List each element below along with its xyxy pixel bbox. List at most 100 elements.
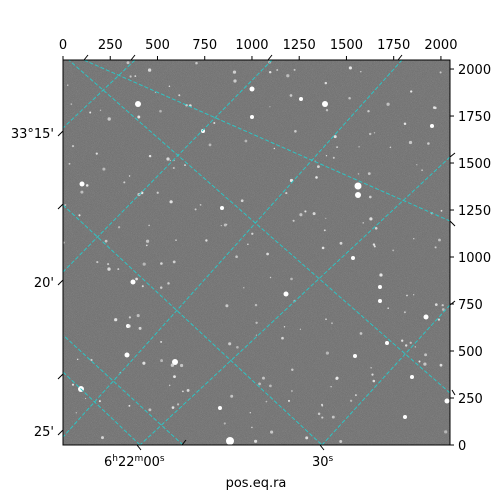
star-bright-21 [410, 375, 414, 379]
star-faint-27 [182, 390, 184, 393]
top-tick-label-1: 250 [98, 38, 123, 53]
star-faint-10 [230, 394, 234, 398]
star-bright-6 [130, 279, 136, 285]
top-tick-label-7: 1750 [377, 38, 410, 53]
star-faint-98 [226, 223, 228, 226]
star-faint-90 [290, 277, 293, 281]
star-bright-0 [135, 101, 141, 107]
star-faint-186 [84, 397, 87, 400]
star-faint-25 [283, 326, 286, 328]
star-faint-6 [169, 200, 173, 204]
star-faint-101 [418, 360, 421, 363]
star-bright-20 [299, 97, 303, 101]
star-faint-79 [101, 436, 104, 440]
star-faint-215 [421, 169, 424, 172]
star-faint-183 [403, 122, 407, 126]
star-faint-163 [194, 208, 197, 211]
x-axis-title: pos.eq.ra [226, 476, 287, 491]
star-faint-53 [78, 214, 81, 217]
star-faint-99 [410, 90, 413, 93]
stars-layer [63, 60, 450, 445]
star-faint-192 [281, 336, 284, 340]
star-faint-196 [67, 84, 69, 86]
star-faint-182 [184, 164, 186, 167]
star-faint-85 [233, 79, 237, 83]
star-faint-56 [339, 440, 343, 443]
star-faint-69 [254, 303, 258, 307]
star-faint-11 [269, 384, 272, 388]
star-faint-26 [95, 152, 98, 155]
right-tick-label-4: 1000 [458, 251, 491, 266]
star-faint-210 [423, 362, 427, 366]
star-faint-81 [441, 308, 445, 311]
star-faint-145 [255, 334, 258, 336]
star-faint-68 [134, 75, 137, 77]
star-bright-17 [220, 206, 224, 210]
star-bright-10 [249, 86, 255, 92]
star-bright-12 [430, 124, 434, 128]
star-faint-212 [387, 307, 390, 310]
star-faint-114 [408, 140, 413, 145]
star-faint-43 [98, 400, 101, 403]
star-faint-41 [359, 332, 363, 335]
star-faint-18 [299, 328, 302, 330]
star-faint-152 [140, 191, 144, 195]
star-bright-5 [79, 181, 85, 187]
star-faint-64 [333, 135, 337, 139]
star-faint-92 [102, 167, 106, 171]
star-faint-72 [362, 222, 364, 224]
star-faint-78 [392, 249, 395, 252]
star-bright-25 [403, 415, 407, 419]
star-bright-26 [218, 406, 222, 410]
star-faint-102 [178, 94, 181, 97]
star-faint-70 [374, 227, 378, 230]
star-faint-88 [71, 383, 75, 386]
top-tick-label-4: 1000 [235, 38, 268, 53]
star-faint-34 [323, 229, 326, 232]
star-faint-128 [90, 358, 93, 362]
star-faint-106 [117, 268, 120, 271]
coordinate-grid [63, 60, 450, 445]
star-faint-66 [156, 191, 159, 194]
star-faint-146 [254, 439, 258, 443]
star-faint-213 [236, 345, 239, 349]
star-faint-29 [335, 376, 339, 380]
right-tick-label-2: 500 [458, 345, 483, 360]
star-faint-157 [160, 359, 164, 363]
star-faint-184 [269, 276, 272, 279]
star-faint-87 [208, 143, 212, 147]
star-faint-117 [331, 415, 335, 419]
star-faint-86 [305, 436, 309, 440]
star-faint-31 [160, 262, 163, 265]
star-faint-22 [312, 212, 316, 216]
star-faint-46 [172, 260, 176, 264]
grid-line-1 [63, 60, 273, 273]
star-faint-168 [367, 172, 371, 175]
star-faint-96 [145, 244, 148, 247]
star-faint-9 [438, 238, 441, 242]
star-faint-21 [413, 294, 415, 296]
star-faint-217 [317, 412, 321, 416]
star-faint-137 [171, 406, 175, 409]
star-faint-109 [379, 273, 383, 277]
star-faint-8 [123, 181, 126, 184]
star-faint-135 [367, 109, 370, 113]
star-faint-20 [251, 426, 253, 429]
dec-tick-label-3: 25' [34, 425, 54, 440]
star-faint-173 [401, 339, 404, 342]
star-faint-172 [369, 217, 373, 221]
star-faint-176 [273, 147, 276, 150]
star-faint-118 [348, 97, 351, 100]
star-faint-54 [439, 71, 442, 74]
star-faint-60 [173, 375, 176, 378]
top-tick-label-0: 0 [59, 38, 67, 53]
star-faint-119 [232, 70, 237, 74]
left-dec-axis: 33°15' 20' 25' [11, 127, 64, 440]
ra-tick-label-2: 30s [312, 454, 334, 470]
star-faint-129 [180, 363, 184, 368]
star-faint-33 [325, 108, 329, 112]
star-faint-75 [437, 318, 441, 321]
star-faint-13 [332, 156, 335, 159]
star-bright-23 [353, 354, 357, 358]
star-bright-14 [423, 314, 429, 320]
